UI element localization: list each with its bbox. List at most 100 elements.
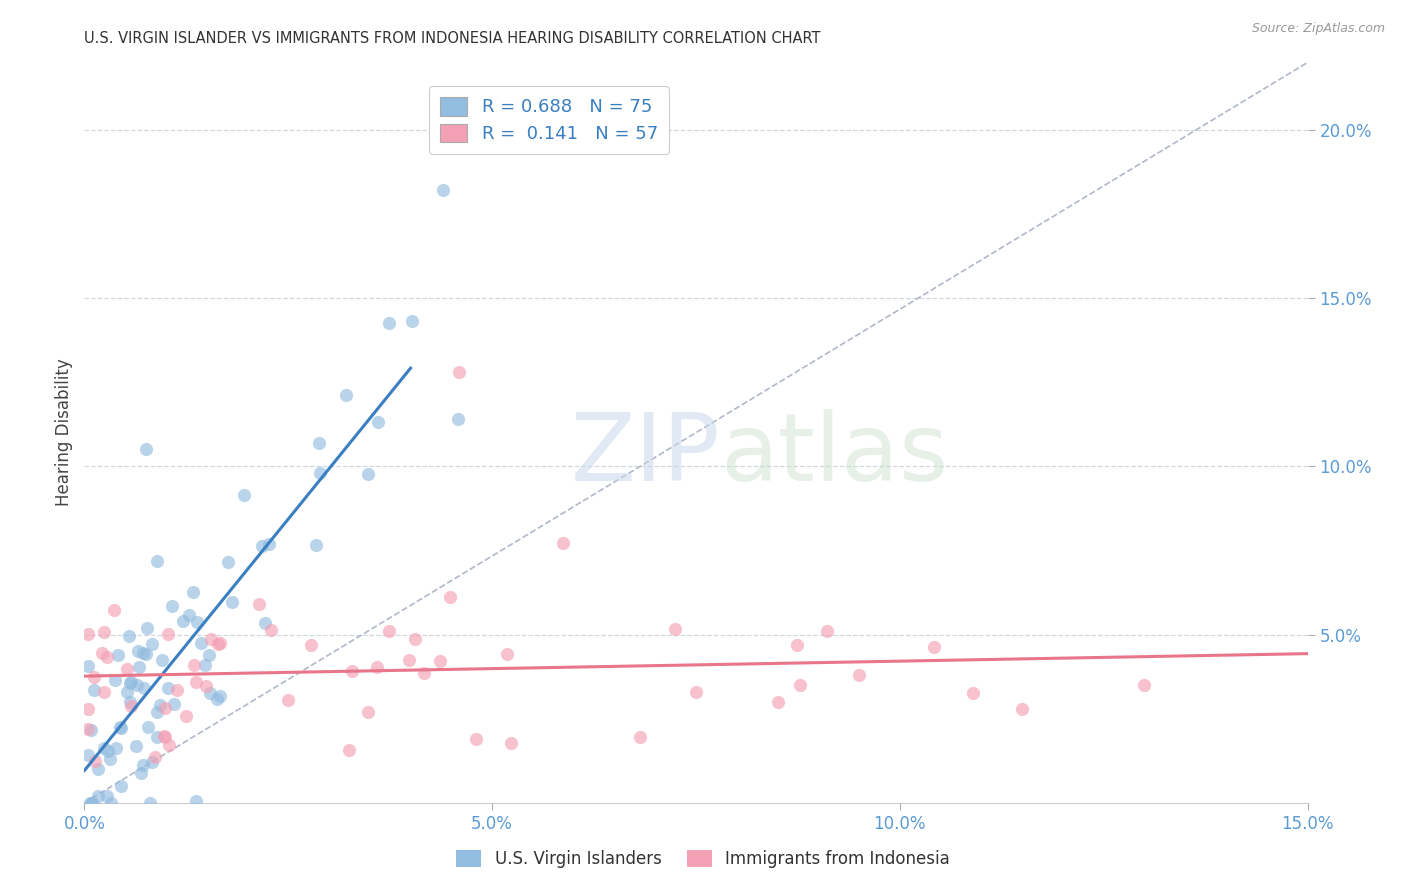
Point (495, 647, 517, 661)
Point (80, 723, 103, 737)
Point (205, 691, 228, 706)
Point (93, 684, 115, 698)
Point (82, 796, 104, 810)
Point (186, 615, 208, 629)
Point (153, 730, 176, 744)
Point (200, 632, 222, 646)
Point (160, 599, 183, 613)
Point (179, 607, 201, 622)
Point (87, 789, 110, 804)
Point (83, 754, 105, 768)
Point (183, 658, 205, 673)
Point (209, 636, 232, 650)
Point (848, 668, 870, 682)
Point (252, 539, 274, 553)
Point (134, 681, 156, 695)
Point (499, 735, 522, 749)
Point (141, 755, 163, 769)
Point (143, 750, 166, 764)
Legend: U.S. Virgin Islanders, Immigrants from Indonesia: U.S. Virgin Islanders, Immigrants from I… (450, 843, 956, 875)
Point (786, 638, 808, 652)
Point (135, 648, 157, 662)
Point (120, 675, 142, 690)
Point (432, 183, 454, 197)
Point (135, 442, 157, 457)
Point (766, 695, 789, 709)
Point (125, 739, 148, 753)
Point (110, 779, 132, 793)
Point (172, 614, 194, 628)
Point (146, 554, 169, 568)
Point (150, 653, 173, 667)
Point (93, 624, 115, 639)
Point (118, 675, 141, 690)
Point (90, 646, 112, 660)
Point (98, 752, 121, 766)
Point (404, 632, 426, 647)
Point (195, 679, 218, 693)
Point (209, 690, 232, 704)
Point (79, 796, 101, 810)
Point (77, 722, 100, 736)
Point (77, 626, 100, 640)
Text: atlas: atlas (720, 409, 949, 500)
Point (253, 616, 276, 631)
Point (817, 624, 839, 638)
Point (197, 648, 219, 663)
Point (186, 675, 208, 690)
Point (962, 686, 984, 700)
Point (308, 435, 330, 450)
Y-axis label: Hearing Disability: Hearing Disability (55, 359, 73, 507)
Point (127, 644, 149, 658)
Point (115, 684, 138, 698)
Point (190, 636, 212, 650)
Point (136, 720, 159, 734)
Point (337, 743, 360, 757)
Point (153, 729, 176, 743)
Text: ZIP: ZIP (571, 409, 720, 500)
Point (247, 597, 270, 611)
Point (789, 678, 811, 692)
Point (139, 796, 162, 810)
Point (367, 415, 389, 429)
Point (156, 627, 179, 641)
Point (96, 789, 118, 804)
Point (166, 682, 188, 697)
Point (551, 536, 574, 550)
Point (447, 412, 470, 426)
Point (132, 758, 155, 772)
Point (83, 670, 105, 684)
Point (277, 692, 299, 706)
Point (194, 657, 217, 672)
Point (83, 683, 105, 698)
Point (366, 660, 388, 674)
Point (87, 762, 110, 776)
Point (115, 662, 138, 676)
Point (104, 673, 127, 687)
Point (93, 741, 115, 756)
Point (1011, 701, 1033, 715)
Point (128, 660, 150, 674)
Point (378, 316, 401, 330)
Text: Source: ZipAtlas.com: Source: ZipAtlas.com (1251, 22, 1385, 36)
Point (96, 650, 118, 665)
Point (100, 796, 122, 810)
Point (357, 467, 380, 481)
Point (232, 488, 254, 502)
Point (1133, 678, 1156, 692)
Point (439, 591, 461, 605)
Point (305, 538, 328, 552)
Point (308, 466, 330, 480)
Point (149, 698, 172, 713)
Point (465, 732, 488, 747)
Point (378, 624, 401, 638)
Point (221, 595, 243, 609)
Point (299, 638, 322, 652)
Point (412, 665, 434, 680)
Point (163, 698, 186, 712)
Point (401, 314, 423, 328)
Point (110, 720, 132, 734)
Point (342, 664, 364, 678)
Point (118, 694, 141, 708)
Point (141, 637, 163, 651)
